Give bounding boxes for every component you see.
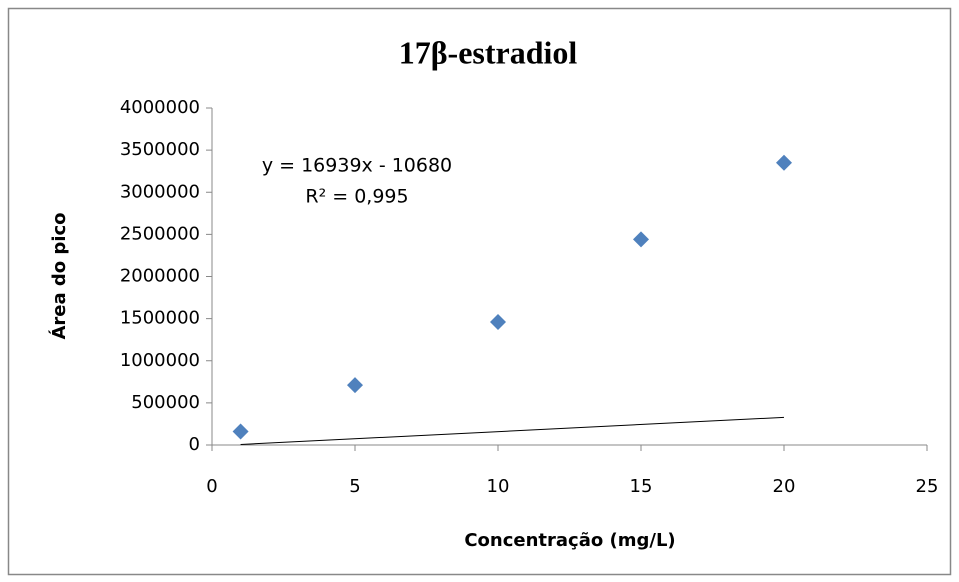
data-point <box>347 377 363 394</box>
y-tick-label: 500000 <box>131 392 200 413</box>
x-tick-label: 15 <box>630 476 653 497</box>
r-squared: R² = 0,995 <box>305 186 408 208</box>
trendline <box>240 416 785 445</box>
y-tick-label: 3500000 <box>120 139 200 160</box>
y-tick-label: 4000000 <box>120 97 200 118</box>
chart-title: 17β-estradiol <box>399 34 578 70</box>
y-tick-label: 1500000 <box>120 308 200 329</box>
x-tick-label: 10 <box>487 476 510 497</box>
data-point <box>490 313 506 330</box>
data-point <box>232 423 249 440</box>
x-tick-label: 5 <box>349 476 360 497</box>
trendline-equation: y = 16939x - 10680 <box>262 155 452 177</box>
x-tick-label: 0 <box>206 476 217 497</box>
y-axis-title: Área do pico <box>48 212 70 339</box>
x-axis-title: Concentração (mg/L) <box>464 530 675 551</box>
data-point <box>776 154 792 171</box>
y-tick-label: 2000000 <box>120 266 200 287</box>
y-tick-label: 1000000 <box>120 350 200 371</box>
x-tick-label: 20 <box>773 476 796 497</box>
x-tick-label: 25 <box>916 476 939 497</box>
y-tick-label: 3000000 <box>120 181 200 202</box>
y-tick-label: 0 <box>189 434 200 455</box>
chart-frame <box>7 7 952 576</box>
data-point <box>633 231 649 248</box>
y-tick-label: 2500000 <box>120 223 200 244</box>
